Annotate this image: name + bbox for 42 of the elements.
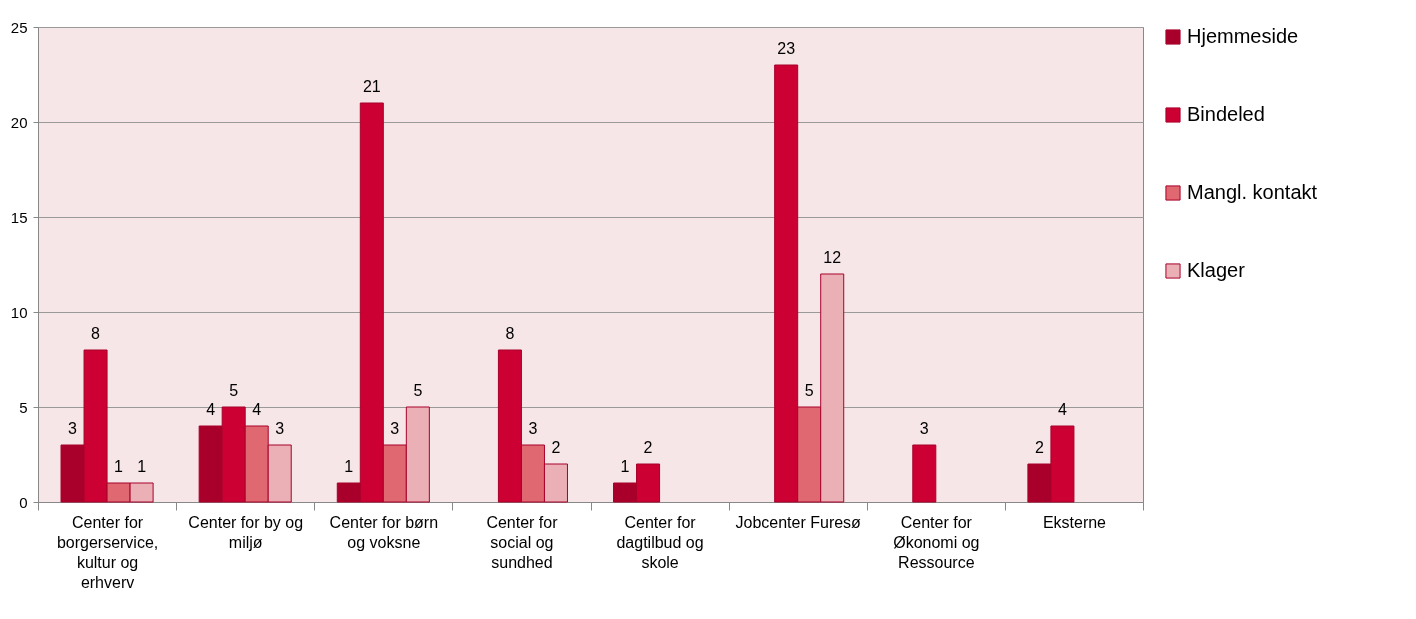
data-label: 1 [137,458,147,475]
data-label: 5 [804,382,814,399]
y-tick-label: 25 [10,18,28,36]
data-label: 5 [413,382,423,399]
data-label: 12 [823,249,842,266]
legend-label: Hjemmeside [1187,25,1299,47]
y-tick-label: 0 [19,493,28,511]
y-tick-label: 15 [10,208,28,226]
data-label: 3 [275,420,285,437]
data-label: 23 [777,40,796,57]
x-tick-label: Center for dagtilbud og skole [616,513,704,571]
data-label: 4 [252,401,262,418]
data-label: 4 [206,401,216,418]
x-tick-label: Center for børn og voksne [329,513,439,551]
x-tick-label: Center for Økonomi og Ressource [893,513,980,571]
y-tick-label: 20 [10,113,28,131]
data-label: 2 [551,439,561,456]
data-label: 1 [114,458,124,475]
y-tick-label: 10 [10,303,28,321]
legend-label: Bindeled [1187,103,1265,125]
data-label: 8 [505,325,515,342]
bar [912,444,937,503]
x-tick-label: Jobcenter Furesø [735,513,862,531]
x-tick-label: Center for borgerservice, kultur og erhverv [56,513,159,591]
data-label: 5 [229,382,239,399]
data-label: 1 [620,458,630,475]
x-tick-label: Center for by og miljø [188,513,304,551]
data-label: 4 [1057,401,1067,418]
data-label: 8 [91,325,101,342]
data-label: 2 [643,439,653,456]
data-label: 21 [362,78,381,95]
legend-label: Mangl. kontakt [1187,181,1318,203]
data-label: 3 [68,420,78,437]
data-label: 3 [390,420,400,437]
x-tick-label: Eksterne [1042,513,1107,531]
data-label: 3 [919,420,929,437]
data-label: 3 [528,420,538,437]
data-label: 1 [344,458,354,475]
legend-label: Klager [1187,259,1246,281]
data-label: 2 [1034,439,1044,456]
x-tick-label: Center for social og sundhed [486,513,559,571]
y-tick-label: 5 [19,398,28,416]
